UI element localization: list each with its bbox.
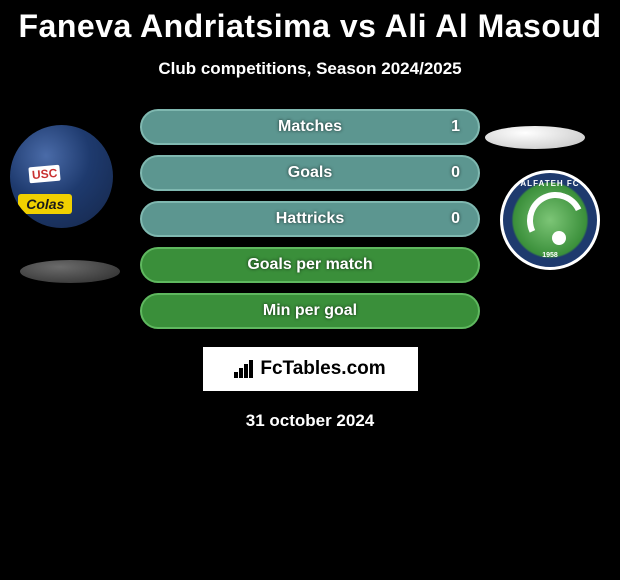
stat-value: 0	[451, 210, 460, 228]
stat-value: 1	[451, 118, 460, 136]
comparison-card: Faneva Andriatsima vs Ali Al Masoud Club…	[0, 0, 620, 580]
stat-row: Hattricks 0	[140, 201, 480, 237]
badge-swoosh-icon	[525, 192, 575, 242]
stat-row: Min per goal	[140, 293, 480, 329]
player-left-avatar	[10, 125, 113, 228]
club-right-badge: ALFATEH FC 1958	[500, 170, 600, 270]
stat-label: Matches	[278, 118, 342, 136]
date-text: 31 october 2024	[0, 411, 620, 431]
club-left-badge	[20, 260, 120, 283]
badge-text: ALFATEH FC	[520, 179, 579, 188]
stat-label: Hattricks	[276, 210, 344, 228]
badge-ball-icon	[552, 231, 566, 245]
player-right-avatar	[485, 126, 585, 149]
chart-bars-icon	[234, 360, 256, 378]
stat-row: Goals 0	[140, 155, 480, 191]
stat-row: Matches 1	[140, 109, 480, 145]
stat-label: Min per goal	[263, 302, 357, 320]
stat-value: 0	[451, 164, 460, 182]
subtitle: Club competitions, Season 2024/2025	[0, 59, 620, 79]
page-title: Faneva Andriatsima vs Ali Al Masoud	[0, 8, 620, 45]
stat-row: Goals per match	[140, 247, 480, 283]
branding-box: FcTables.com	[203, 347, 418, 391]
stat-label: Goals per match	[247, 256, 372, 274]
stat-label: Goals	[288, 164, 332, 182]
badge-year: 1958	[542, 252, 558, 259]
branding-text: FcTables.com	[260, 358, 385, 380]
